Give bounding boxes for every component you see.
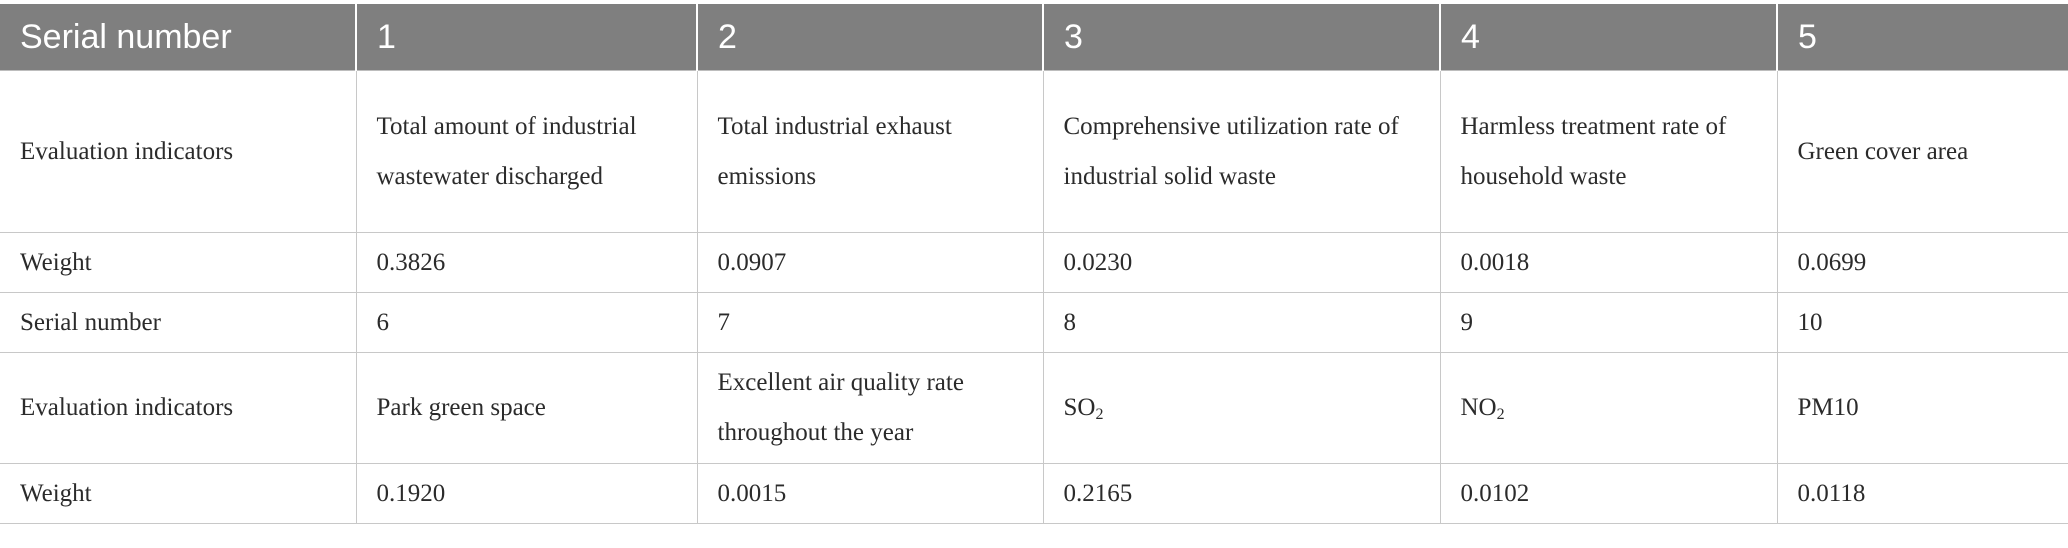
table-cell: Total industrial exhaust emissions [697,70,1044,233]
table-cell: 0.0699 [1777,232,2068,293]
table-row: Weight 0.1920 0.0015 0.2165 0.0102 0.011… [0,463,2068,524]
table-cell: Harmless treatment rate of household was… [1440,70,1778,233]
table-cell: Comprehensive utilization rate of indust… [1043,70,1441,233]
table-cell: 0.0015 [697,463,1044,524]
table-row: Serial number 6 7 8 9 10 [0,292,2068,353]
table-cell: 0.2165 [1043,463,1441,524]
header-cell: 1 [356,4,698,71]
table-cell: 0.0102 [1440,463,1778,524]
table-cell: 8 [1043,292,1441,353]
table-cell: Green cover area [1777,70,2068,233]
indicator-weight-table: Serial number 1 2 3 4 5 Evaluation indic… [0,4,2068,524]
table-cell: PM10 [1777,352,2068,464]
indicator-weight-table-container: Serial number 1 2 3 4 5 Evaluation indic… [0,4,2068,524]
table-cell: 7 [697,292,1044,353]
row-label-cell: Serial number [0,292,357,353]
no2-subscript: 2 [1496,406,1505,423]
table-cell: 0.0118 [1777,463,2068,524]
so2-label: SO [1063,394,1096,421]
header-cell: 4 [1440,4,1778,71]
table-cell: NO2 [1440,352,1778,464]
table-cell: 0.1920 [356,463,698,524]
row-label-cell: Weight [0,232,357,293]
no2-label: NO [1460,394,1497,421]
header-row: Serial number 1 2 3 4 5 [0,4,2068,71]
table-cell: 9 [1440,292,1778,353]
so2-subscript: 2 [1095,406,1104,423]
table-cell: 6 [356,292,698,353]
row-label-cell: Evaluation indicators [0,352,357,464]
table-cell: 10 [1777,292,2068,353]
table-body: Evaluation indicators Total amount of in… [0,70,2068,524]
table-row: Weight 0.3826 0.0907 0.0230 0.0018 0.069… [0,232,2068,293]
table-cell: Total amount of industrial wastewater di… [356,70,698,233]
header-cell: 2 [697,4,1044,71]
table-cell: SO2 [1043,352,1441,464]
row-label-cell: Weight [0,463,357,524]
row-label-cell: Evaluation indicators [0,70,357,233]
table-header: Serial number 1 2 3 4 5 [0,4,2068,71]
table-cell: Park green space [356,352,698,464]
table-row: Evaluation indicators Total amount of in… [0,70,2068,233]
table-cell: 0.0907 [697,232,1044,293]
header-cell: 3 [1043,4,1441,71]
table-cell: 0.3826 [356,232,698,293]
table-row: Evaluation indicators Park green space E… [0,352,2068,464]
header-cell: 5 [1777,4,2068,71]
table-cell: 0.0230 [1043,232,1441,293]
table-cell: 0.0018 [1440,232,1778,293]
header-cell: Serial number [0,4,357,71]
table-cell: Excellent air quality rate throughout th… [697,352,1044,464]
